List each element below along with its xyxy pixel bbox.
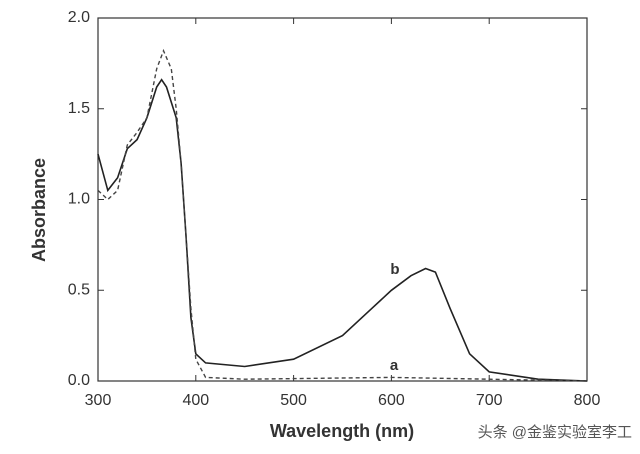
line-series [97,78,588,382]
x-tick-label: 700 [476,392,503,409]
y-tick-label: 0.0 [68,372,90,389]
x-tick-label: 600 [378,392,405,409]
x-tick-label: 500 [280,392,307,409]
x-tick-label: 800 [574,392,601,409]
series-label: a [390,357,399,374]
watermark: 头条 @金鉴实验室李工 [478,424,632,441]
x-tick-label: 300 [85,392,112,409]
y-tick-label: 1.0 [68,191,90,208]
series-label: b [390,261,399,278]
y-tick-label: 0.5 [68,281,90,298]
line-series [97,48,588,382]
y-tick-label: 2.0 [68,9,90,26]
y-tick-label: 1.5 [68,100,90,117]
x-axis-label: Wavelength (nm) [270,421,414,441]
x-tick-label: 400 [182,392,209,409]
y-axis-label: Absorbance [29,158,49,262]
